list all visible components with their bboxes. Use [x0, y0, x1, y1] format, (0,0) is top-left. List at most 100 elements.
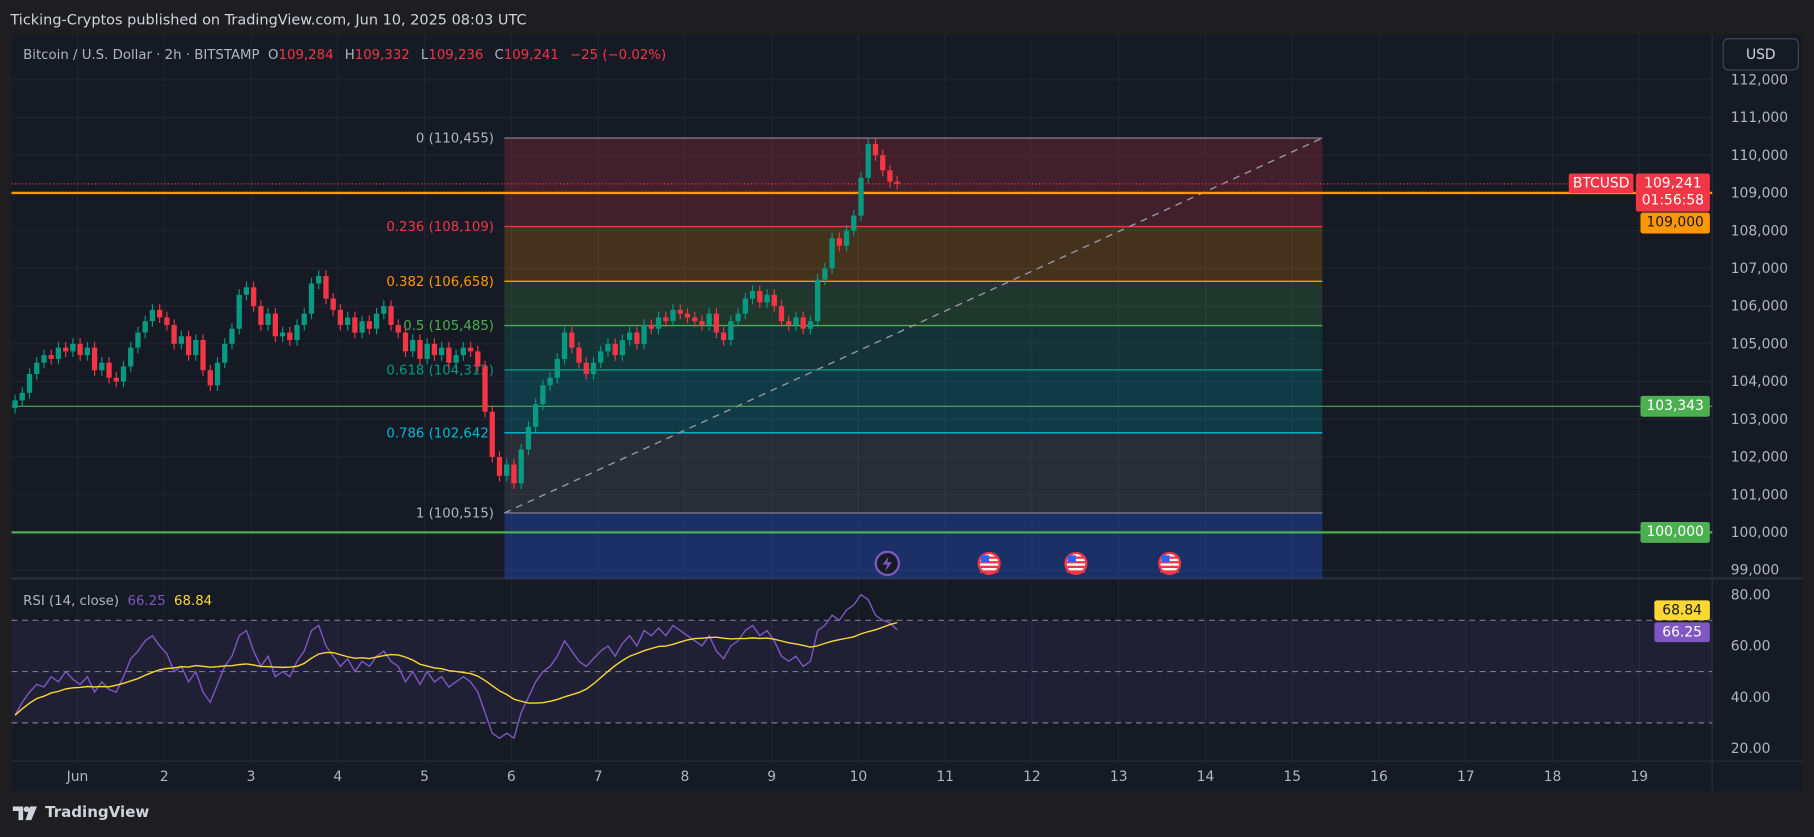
candle [460, 341, 466, 361]
candle-body [532, 404, 539, 427]
candle [323, 270, 329, 305]
candle-body [728, 321, 734, 341]
time-axis-label: 10 [850, 769, 868, 785]
time-axis-label: 11 [936, 769, 954, 785]
candle-body [178, 336, 185, 344]
time-axis-label: Jun [66, 769, 89, 785]
flag-stripe [979, 565, 999, 569]
fib-zone-0.382 [504, 226, 1323, 282]
time-axis-label: 7 [594, 769, 603, 785]
rsi-ma-line [14, 621, 898, 716]
price-axis-label: 108,000 [1731, 223, 1788, 239]
candle [807, 315, 814, 335]
candle-body [373, 313, 380, 329]
candle [742, 292, 748, 320]
candle [330, 292, 336, 316]
candle [91, 341, 98, 376]
candle-body [720, 332, 727, 341]
candle-body [402, 332, 409, 352]
candle-body [692, 317, 698, 322]
close-value: 109,241 [503, 46, 559, 63]
candle [344, 311, 351, 331]
candle-body [258, 306, 264, 325]
candle [561, 326, 568, 365]
candle [294, 319, 300, 346]
candle [301, 307, 307, 331]
candle [149, 304, 156, 327]
candle [532, 398, 539, 433]
candle-body [12, 400, 18, 408]
candle [822, 262, 828, 286]
price-axis-label: 102,000 [1731, 450, 1788, 466]
candle [359, 315, 365, 339]
fib-label-0.618: 0.618 (104,312) [386, 363, 494, 378]
low-value: 109,236 [428, 46, 484, 63]
price-axis-label: 110,000 [1731, 148, 1788, 164]
candle [402, 326, 409, 358]
chart-area[interactable] [11, 34, 1803, 792]
time-axis-label: 4 [333, 769, 342, 785]
candle-body [706, 313, 712, 325]
candle-body [113, 377, 119, 382]
currency-button[interactable]: USD [1722, 38, 1799, 71]
candle-body [858, 177, 864, 216]
candle-body [279, 332, 286, 337]
candle [663, 311, 669, 327]
level-tag-103343-bg [1640, 395, 1710, 417]
candle-body [164, 317, 170, 325]
candle-body [851, 215, 857, 231]
flag-stripe [1160, 570, 1179, 573]
candle-body [410, 340, 416, 352]
rsi-ma-tag-bg [1654, 600, 1710, 621]
candle [207, 364, 213, 391]
candle-body [431, 343, 438, 356]
level-tag-103343-text: 103,343 [1646, 398, 1703, 414]
candle-body [800, 317, 806, 329]
candle [858, 172, 864, 222]
fib-zone-0.5 [504, 281, 1323, 326]
candle-body [786, 321, 792, 325]
candle-body [84, 347, 91, 356]
candle [626, 326, 633, 346]
candle [229, 323, 235, 350]
candle-body [308, 283, 315, 314]
price-axis-label: 112,000 [1731, 72, 1788, 88]
candle [887, 164, 893, 188]
open-label: O [268, 46, 279, 63]
candle-body [583, 362, 589, 374]
candle [677, 304, 683, 320]
candle-body [793, 317, 799, 325]
candle-body [648, 324, 654, 329]
candle [113, 372, 119, 388]
candle [236, 289, 242, 335]
fib-trendline [504, 137, 1323, 514]
candle [48, 349, 54, 365]
fib-extension-zone [504, 512, 1323, 579]
candle-body [344, 317, 351, 325]
candle [178, 330, 185, 350]
us-flag-icon [1064, 551, 1088, 575]
candle [771, 289, 777, 312]
candle [670, 304, 676, 327]
candle [793, 311, 799, 331]
candle-body [475, 351, 481, 367]
candle [851, 209, 857, 237]
candle-body [814, 279, 821, 322]
candle-body [250, 287, 257, 307]
candle-body [822, 268, 828, 280]
rsi-axis-label: 60.00 [1731, 639, 1771, 655]
candle [70, 338, 76, 358]
candle-body [576, 347, 582, 363]
time-axis-label: 18 [1544, 769, 1562, 785]
candle-body [229, 328, 235, 344]
candle-body [171, 324, 177, 344]
candle [366, 315, 372, 335]
candle [496, 451, 503, 482]
candle [836, 232, 842, 252]
price-axis-label: 109,000 [1731, 186, 1788, 202]
candle [648, 319, 654, 335]
candle [446, 341, 452, 369]
candle-body [55, 347, 62, 359]
